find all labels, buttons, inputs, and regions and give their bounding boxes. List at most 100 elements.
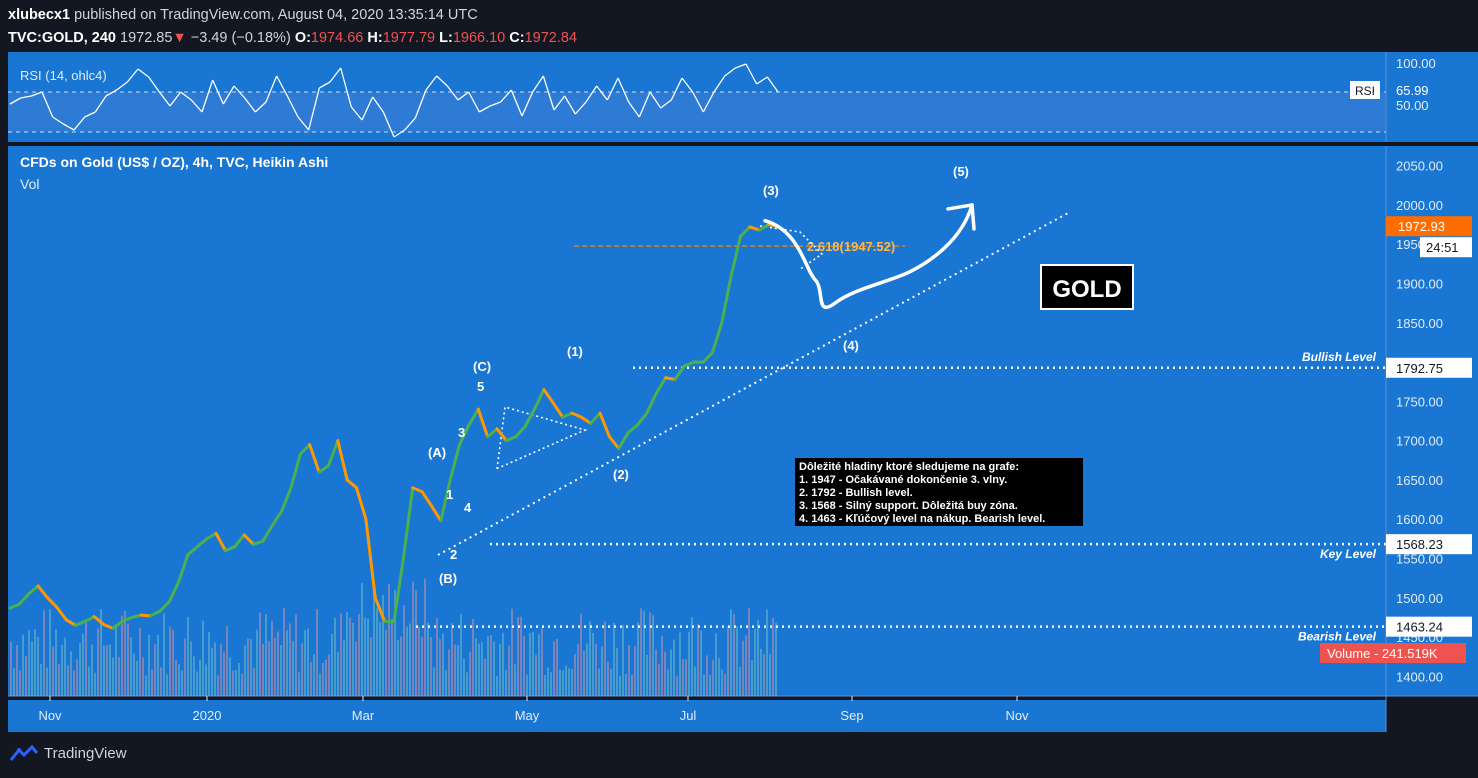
rsi-segment bbox=[735, 63, 747, 69]
volume-bar bbox=[448, 649, 450, 696]
price-segment bbox=[682, 360, 696, 368]
volume-badge bbox=[1320, 643, 1466, 663]
volume-bar bbox=[70, 651, 72, 696]
volume-bar bbox=[775, 622, 777, 696]
volume-bar bbox=[688, 631, 690, 696]
volume-bar bbox=[655, 649, 657, 696]
price-segment bbox=[598, 411, 611, 439]
volume-bar bbox=[67, 665, 69, 696]
volume-bar bbox=[172, 629, 174, 696]
rsi-segment bbox=[276, 75, 288, 97]
price-segment bbox=[177, 553, 190, 584]
time-tick: 2020 bbox=[193, 708, 222, 723]
high-label: H: bbox=[367, 30, 383, 46]
volume-bar bbox=[496, 675, 498, 696]
volume-bar bbox=[427, 622, 429, 696]
rsi-segment bbox=[617, 77, 630, 103]
volume-bar bbox=[271, 620, 273, 696]
volume-bar bbox=[487, 636, 489, 696]
wave-label-3: 3 bbox=[458, 425, 465, 440]
rsi-tick-100: 100.00 bbox=[1396, 56, 1436, 71]
price-segment bbox=[570, 411, 583, 419]
price-segment bbox=[373, 596, 387, 623]
note-box[interactable] bbox=[795, 458, 1083, 526]
price-segment bbox=[739, 225, 752, 238]
volume-bar bbox=[577, 643, 579, 696]
volume-bar bbox=[253, 667, 255, 696]
volume-bar bbox=[163, 613, 165, 696]
volume-bar bbox=[478, 643, 480, 696]
volume-bar bbox=[736, 626, 738, 696]
volume-bar bbox=[238, 662, 240, 696]
volume-bar bbox=[562, 670, 564, 696]
price-segment bbox=[111, 619, 124, 630]
volume-bar bbox=[454, 644, 456, 696]
volume-bar bbox=[514, 664, 516, 696]
rsi-segment bbox=[724, 67, 736, 77]
volume-bar bbox=[634, 645, 636, 696]
author-name[interactable]: xlubecx1 bbox=[8, 7, 71, 23]
rsi-segment bbox=[446, 85, 459, 101]
volume-bar bbox=[217, 675, 219, 696]
down-arrow-icon: ▼ bbox=[172, 30, 187, 46]
volume-bar bbox=[259, 612, 261, 696]
volume-bar bbox=[640, 608, 642, 696]
volume-bar bbox=[154, 644, 156, 696]
price-segment bbox=[130, 613, 143, 619]
note-line-5: 4. 1463 - Kľúčový level na nákup. Bearis… bbox=[799, 513, 1045, 525]
rsi-segment bbox=[457, 91, 470, 101]
rsi-line bbox=[9, 63, 779, 138]
forecast-path[interactable] bbox=[763, 203, 974, 310]
volume-bar bbox=[202, 620, 204, 696]
volume-bar bbox=[493, 641, 495, 696]
price-segment bbox=[317, 464, 330, 474]
rsi-segment bbox=[542, 75, 555, 111]
time-axis-bg bbox=[8, 700, 1386, 732]
volume-bar bbox=[727, 626, 729, 696]
countdown-text: 24:51 bbox=[1426, 240, 1459, 255]
price-tick: 1750.00 bbox=[1396, 394, 1443, 409]
volume-bar bbox=[472, 618, 474, 696]
volume-bar bbox=[721, 669, 723, 696]
rsi-segment bbox=[479, 105, 491, 113]
volume-bar bbox=[643, 610, 645, 696]
rsi-segment bbox=[254, 101, 267, 113]
volume-bar bbox=[49, 609, 51, 696]
volume-bar bbox=[85, 622, 87, 696]
open-value: 1974.66 bbox=[310, 30, 364, 46]
volume-bar bbox=[13, 667, 15, 696]
price-segment bbox=[701, 351, 714, 364]
rsi-segment bbox=[564, 95, 576, 115]
volume-bar bbox=[517, 617, 519, 696]
horizontal-levels: Bullish Level 1792.75 Key Level 1568.23 Bear… bbox=[416, 350, 1472, 644]
footer-brand[interactable]: TradingView bbox=[44, 744, 127, 762]
volume-bar bbox=[361, 582, 363, 696]
price-segment bbox=[429, 504, 443, 523]
volume-bar bbox=[205, 664, 207, 696]
volume-bar bbox=[550, 672, 552, 696]
time-tick: May bbox=[515, 708, 540, 723]
volume-bar bbox=[265, 613, 267, 696]
triangle-pattern[interactable] bbox=[495, 405, 588, 470]
volume-bar bbox=[391, 619, 393, 696]
volume-bar bbox=[709, 675, 711, 696]
rsi-segment bbox=[222, 85, 235, 105]
chart-canvas[interactable]: RSI (14, ohlc4) 100.00 50.00 RSI 65.99 1… bbox=[0, 0, 1478, 740]
time-tick: Mar bbox=[352, 708, 375, 723]
rsi-segment bbox=[9, 97, 21, 105]
rsi-segment bbox=[116, 81, 128, 91]
volume-bar bbox=[397, 639, 399, 696]
volume-bar bbox=[10, 641, 12, 696]
volume-bar bbox=[733, 614, 735, 696]
volume-bar bbox=[292, 640, 294, 696]
volume-bar bbox=[91, 644, 93, 696]
volume-bar bbox=[25, 656, 27, 696]
rsi-segment bbox=[414, 89, 427, 119]
price-segment bbox=[523, 407, 536, 428]
rsi-segment bbox=[308, 87, 320, 131]
volume-bar bbox=[226, 625, 228, 696]
rsi-segment bbox=[319, 81, 331, 89]
volume-bar bbox=[31, 641, 33, 696]
rsi-badge-box bbox=[1350, 81, 1380, 99]
volume-bar bbox=[520, 616, 522, 696]
